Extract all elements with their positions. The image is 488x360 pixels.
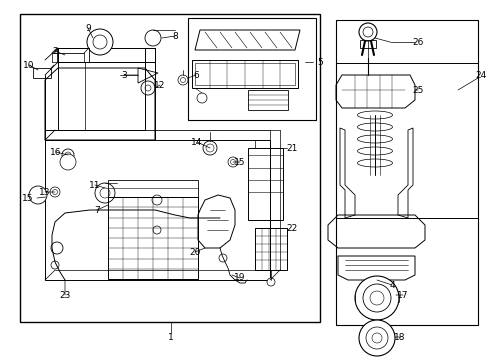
Circle shape: [358, 320, 394, 356]
Text: 20: 20: [189, 248, 200, 257]
Circle shape: [95, 183, 115, 203]
Bar: [335, 63, 477, 218]
Circle shape: [369, 291, 383, 305]
Text: 25: 25: [411, 86, 423, 95]
Circle shape: [62, 149, 74, 161]
Circle shape: [371, 333, 381, 343]
Circle shape: [29, 186, 47, 204]
Circle shape: [203, 141, 217, 155]
Bar: [187, 18, 315, 120]
Circle shape: [354, 276, 398, 320]
Bar: [254, 228, 286, 270]
Circle shape: [145, 85, 151, 91]
Circle shape: [358, 23, 376, 41]
Circle shape: [141, 81, 155, 95]
Circle shape: [152, 195, 162, 205]
Text: 16: 16: [50, 148, 61, 157]
Bar: [335, 20, 477, 325]
Text: 1: 1: [168, 333, 174, 342]
Bar: [247, 148, 283, 220]
Circle shape: [219, 254, 226, 262]
Text: 2: 2: [52, 46, 58, 55]
Circle shape: [145, 30, 161, 46]
Circle shape: [87, 29, 113, 55]
Circle shape: [60, 154, 76, 170]
Text: 6: 6: [193, 71, 199, 80]
Text: 24: 24: [474, 71, 486, 80]
Circle shape: [178, 75, 187, 85]
Text: 15: 15: [22, 194, 34, 202]
Bar: [20, 14, 319, 322]
Circle shape: [197, 93, 206, 103]
Text: 17: 17: [396, 291, 408, 300]
Text: 8: 8: [172, 32, 178, 41]
Circle shape: [50, 187, 60, 197]
Bar: [33, 68, 51, 78]
Circle shape: [153, 226, 161, 234]
Text: 7: 7: [94, 206, 100, 215]
Text: 11: 11: [89, 180, 101, 189]
Text: 10: 10: [23, 60, 35, 69]
Bar: [359, 40, 375, 48]
Circle shape: [100, 188, 110, 198]
Text: 13: 13: [39, 188, 51, 197]
Text: 23: 23: [59, 291, 71, 300]
Circle shape: [180, 77, 185, 82]
Text: 18: 18: [393, 333, 405, 342]
Text: 12: 12: [154, 81, 165, 90]
Bar: [57, 48, 89, 62]
Bar: [247, 90, 287, 110]
Text: 5: 5: [317, 58, 322, 67]
Text: 19: 19: [234, 274, 245, 283]
Circle shape: [93, 35, 107, 49]
Text: 22: 22: [286, 224, 297, 233]
Circle shape: [365, 327, 387, 349]
Text: 9: 9: [85, 23, 91, 32]
Circle shape: [362, 27, 372, 37]
Circle shape: [205, 144, 214, 152]
Text: 4: 4: [388, 280, 394, 289]
Circle shape: [227, 157, 238, 167]
Circle shape: [65, 152, 71, 158]
Circle shape: [230, 159, 235, 165]
Text: 26: 26: [411, 37, 423, 46]
Circle shape: [362, 284, 390, 312]
Circle shape: [51, 261, 59, 269]
Text: 21: 21: [286, 144, 297, 153]
Text: 3: 3: [121, 71, 126, 80]
Circle shape: [266, 278, 274, 286]
Bar: [108, 197, 198, 279]
Circle shape: [52, 189, 58, 194]
Circle shape: [51, 242, 63, 254]
Text: 14: 14: [191, 138, 202, 147]
Text: 15: 15: [234, 158, 245, 166]
